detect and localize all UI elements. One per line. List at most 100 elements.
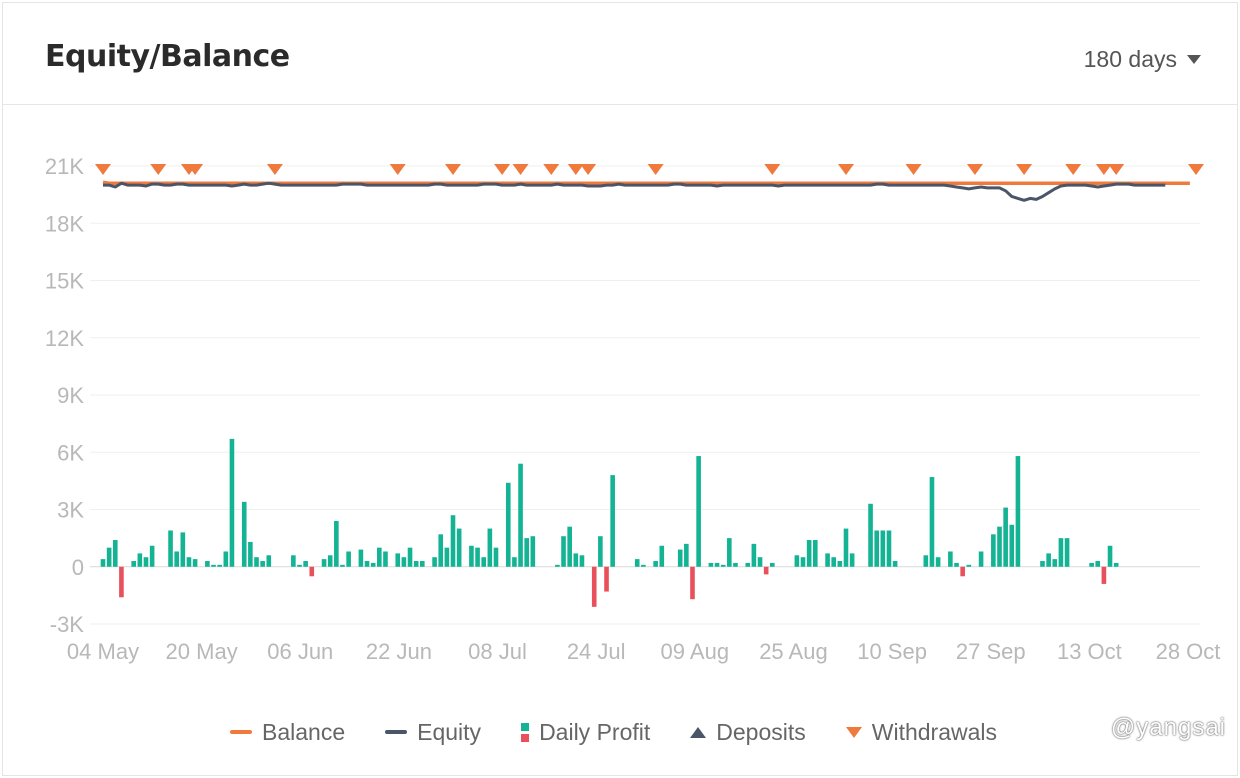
loss-bar[interactable] [763,566,769,575]
profit-bar[interactable] [696,456,701,567]
profit-bar[interactable] [143,557,149,567]
profit-bar[interactable] [1113,562,1119,567]
profit-bar[interactable] [727,538,732,567]
legend-item-balance[interactable]: Balance [230,719,345,746]
profit-bar[interactable] [1089,562,1094,567]
profit-bar[interactable] [112,540,118,567]
withdrawal-marker[interactable] [580,164,597,175]
profit-bar[interactable] [954,562,959,567]
profit-bar[interactable] [321,559,327,567]
profit-bar[interactable] [714,562,720,567]
profit-bar[interactable] [180,532,186,567]
profit-bar[interactable] [966,564,972,567]
profit-bar[interactable] [751,543,757,567]
profit-bar[interactable] [653,561,658,567]
profit-bar[interactable] [487,528,493,567]
loss-bar[interactable] [1101,566,1107,584]
profit-bar[interactable] [978,551,984,567]
profit-bar[interactable] [512,557,517,567]
loss-bar[interactable] [960,566,965,577]
profit-bar[interactable] [444,547,450,567]
withdrawal-marker[interactable] [445,164,462,175]
profit-bar[interactable] [923,555,929,567]
profit-bar[interactable] [935,557,941,567]
profit-bar[interactable] [948,551,953,567]
profit-bar[interactable] [1064,538,1070,567]
profit-bar[interactable] [561,536,566,567]
profit-bar[interactable] [106,547,112,567]
legend-item-equity[interactable]: Equity [385,719,481,746]
profit-bar[interactable] [1058,538,1064,567]
profit-bar[interactable] [229,438,235,567]
withdrawal-marker[interactable] [1065,164,1082,175]
profit-bar[interactable] [745,562,751,567]
profit-bar[interactable] [733,562,738,567]
profit-bar[interactable] [364,561,370,567]
profit-bar[interactable] [1009,524,1015,567]
withdrawal-marker[interactable] [764,164,781,175]
profit-bar[interactable] [874,530,879,567]
equity-line[interactable] [103,181,1166,202]
profit-bar[interactable] [720,564,726,567]
profit-bar[interactable] [211,564,216,567]
profit-bar[interactable] [303,561,308,567]
profit-bar[interactable] [505,482,511,567]
profit-bar[interactable] [205,561,210,567]
profit-bar[interactable] [291,555,296,567]
profit-bar[interactable] [518,463,523,567]
withdrawal-marker[interactable] [1108,164,1125,175]
profit-bar[interactable] [837,561,843,567]
profit-bar[interactable] [456,528,462,567]
profit-bar[interactable] [610,475,615,567]
profit-bar[interactable] [825,553,830,567]
profit-bar[interactable] [806,540,812,567]
profit-bar[interactable] [849,553,855,567]
range-dropdown[interactable]: 180 days [1084,43,1201,75]
withdrawal-marker[interactable] [494,164,511,175]
profit-bar[interactable] [469,545,474,567]
profit-bar[interactable] [131,561,137,567]
withdrawal-marker[interactable] [647,164,664,175]
withdrawal-marker[interactable] [567,164,584,175]
loss-bar[interactable] [309,566,315,577]
profit-bar[interactable] [886,530,892,567]
profit-bar[interactable] [149,545,155,567]
profit-bar[interactable] [401,557,407,567]
profit-bar[interactable] [241,501,247,567]
profit-bar[interactable] [137,553,143,567]
profit-bar[interactable] [1040,561,1045,567]
profit-bar[interactable] [1046,553,1051,567]
profit-bar[interactable] [192,559,198,567]
profit-bar[interactable] [407,547,413,567]
profit-bar[interactable] [432,557,437,567]
withdrawal-marker[interactable] [966,164,983,175]
profit-bar[interactable] [438,534,444,567]
profit-bar[interactable] [831,557,837,567]
withdrawal-marker[interactable] [543,164,560,175]
profit-bar[interactable] [383,551,388,567]
profit-bar[interactable] [868,503,873,567]
profit-bar[interactable] [843,528,849,567]
withdrawal-marker[interactable] [1188,164,1204,175]
withdrawal-marker[interactable] [187,164,204,175]
profit-bar[interactable] [1052,559,1058,567]
profit-bar[interactable] [641,564,646,567]
profit-bar[interactable] [555,564,560,567]
profit-bar[interactable] [598,536,603,567]
withdrawal-marker[interactable] [266,164,283,175]
profit-bar[interactable] [217,564,222,567]
profit-bar[interactable] [346,551,351,567]
loss-bar[interactable] [604,566,609,592]
profit-bar[interactable] [260,561,265,567]
profit-bar[interactable] [1107,545,1113,567]
profit-bar[interactable] [991,534,996,567]
profit-bar[interactable] [1015,456,1021,567]
loss-bar[interactable] [591,566,597,607]
profit-bar[interactable] [530,536,536,567]
profit-bar[interactable] [634,559,640,567]
profit-bar[interactable] [223,551,229,567]
profit-bar[interactable] [524,538,529,567]
profit-bar[interactable] [377,547,382,567]
withdrawal-marker[interactable] [95,164,111,175]
profit-bar[interactable] [929,477,935,567]
